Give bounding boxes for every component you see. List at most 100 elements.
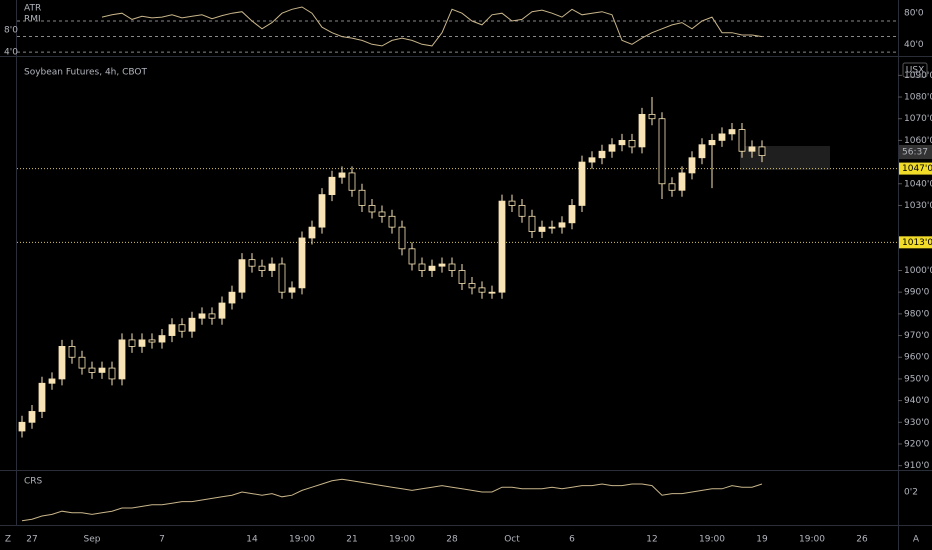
level-label: 1047'0	[902, 164, 932, 174]
candle-body	[678, 172, 686, 191]
level-label: 1013'0	[902, 238, 932, 248]
candle-body	[188, 317, 196, 332]
candle-body	[558, 222, 566, 228]
candle-body	[388, 215, 396, 228]
candle-body	[378, 211, 386, 217]
y-tick-label: 920'0	[904, 439, 930, 449]
x-tick-label: 7	[159, 535, 165, 545]
candle-body	[168, 324, 176, 336]
candle-body	[398, 226, 406, 250]
candle-body	[658, 118, 666, 185]
candle-body	[418, 263, 426, 271]
x-tick-label: 26	[856, 535, 868, 545]
lower-pane-label: CRS	[24, 477, 43, 487]
level-label-box	[899, 162, 932, 175]
chart-title: Soybean Futures, 4h, CBOT	[24, 68, 147, 78]
y-tick-label: 960'0	[904, 353, 930, 363]
x-tick-label: 19:00	[699, 535, 725, 545]
candle-body	[338, 172, 346, 178]
candle-body	[108, 367, 116, 380]
currency: USX	[906, 66, 924, 76]
y-tick-label: 1040'0	[904, 179, 932, 189]
candle-body	[58, 345, 66, 380]
y-tick-label: 80'0	[904, 9, 924, 19]
candle-body	[518, 205, 526, 217]
x-tick-label: 19:00	[289, 535, 315, 545]
atr-tick-label: 4'0	[4, 48, 18, 58]
candle-body	[618, 139, 626, 146]
y-tick-label: 940'0	[904, 396, 930, 406]
crs-line	[21, 478, 763, 522]
candle-body	[138, 339, 146, 347]
candle-body	[648, 113, 656, 120]
candle-body	[458, 270, 466, 284]
candle-body	[368, 205, 376, 213]
candle-body	[28, 411, 36, 423]
candle-body	[438, 263, 446, 267]
upper-pane-label: RMI	[24, 15, 41, 25]
y-tick-label: 980'0	[904, 309, 930, 319]
y-tick-label: 950'0	[904, 374, 930, 384]
y-tick-label: 40'0	[904, 40, 924, 50]
candle-body	[538, 226, 546, 232]
candle-body	[668, 183, 676, 191]
candle-body	[48, 378, 56, 384]
candle-body	[628, 139, 636, 148]
x-tick-label: 14	[246, 535, 258, 545]
candle-body	[308, 226, 316, 239]
x-tick-label: Oct	[504, 535, 520, 545]
candle-body	[78, 356, 86, 369]
candle-body	[468, 283, 476, 289]
atr-tick-label: 8'0	[4, 26, 18, 36]
currency-box	[902, 62, 928, 78]
x-tick-label: Sep	[84, 535, 101, 545]
candle-body	[118, 339, 126, 380]
candle-body	[498, 200, 506, 293]
candle-body	[158, 335, 166, 343]
y-tick-label: 1000'0	[904, 266, 932, 276]
upper-pane-label: ATR	[24, 4, 41, 14]
candle-body	[68, 345, 76, 358]
candle-body	[238, 259, 246, 293]
candle-body	[408, 248, 416, 265]
candle-body	[508, 200, 516, 206]
x-tick-label: 12	[646, 535, 657, 545]
y-tick-label: 990'0	[904, 288, 930, 298]
candle-body	[298, 237, 306, 289]
candle-body	[638, 113, 646, 148]
candle-body	[448, 263, 456, 271]
candle-body	[608, 144, 616, 152]
candle-body	[598, 150, 606, 159]
candle-body	[728, 129, 736, 135]
candle-body	[248, 259, 256, 267]
x-tick-label: 21	[346, 535, 357, 545]
candle-body	[358, 189, 366, 206]
candle-body	[228, 291, 236, 304]
y-tick-label: 970'0	[904, 331, 930, 341]
candle-body	[18, 421, 26, 432]
corner-button[interactable]: Z	[5, 535, 11, 545]
rmi-line	[101, 6, 763, 47]
level-label-box	[899, 236, 932, 249]
candle-body	[268, 263, 276, 271]
candle-body	[198, 313, 206, 319]
x-tick-label: 19	[756, 535, 768, 545]
candle-body	[328, 176, 336, 196]
y-tick-label: 930'0	[904, 418, 930, 428]
y-tick-label: 1030'0	[904, 201, 932, 211]
candle-body	[218, 302, 226, 319]
corner-button[interactable]: A	[913, 535, 920, 545]
candle-body	[98, 367, 106, 373]
candle-body	[708, 139, 716, 146]
candle-body	[478, 287, 486, 293]
candle-body	[38, 382, 46, 412]
candle-body	[758, 146, 766, 156]
candle-body	[208, 313, 216, 319]
candle-body	[148, 339, 156, 343]
candle-body	[718, 133, 726, 141]
x-tick-label: 6	[569, 535, 575, 545]
candle-body	[258, 265, 266, 271]
candle-body	[318, 194, 326, 228]
